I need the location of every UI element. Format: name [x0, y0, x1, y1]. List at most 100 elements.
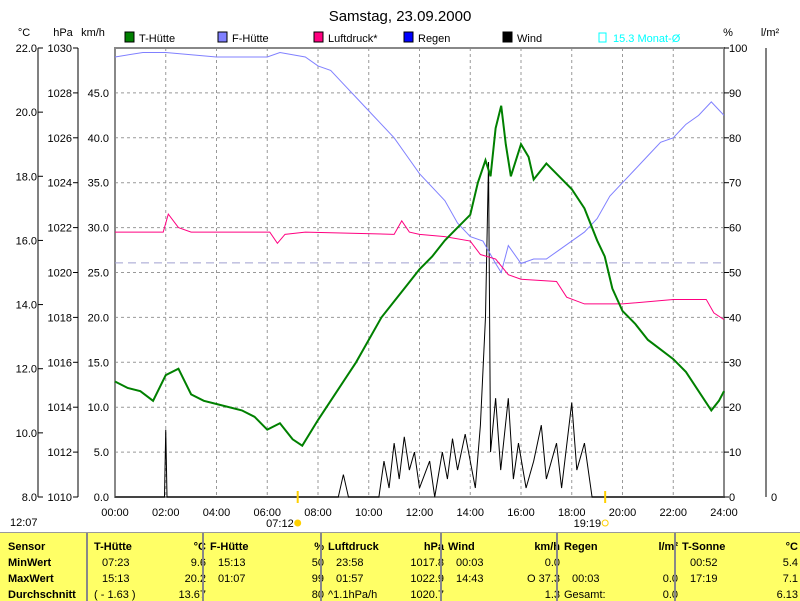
table-row: 23:58 1017.8	[328, 555, 444, 571]
cell-time: 00:52	[690, 557, 718, 569]
cell-value: O 37.3	[526, 573, 560, 585]
tick-label-pressure: 1024	[48, 178, 72, 190]
table-row: 15:13 50	[210, 555, 324, 571]
row-label: MaxWert	[8, 573, 54, 585]
tick-label-rain: 0	[771, 492, 777, 504]
row-label: Durchschnitt	[8, 589, 76, 601]
table-row: 00:03 0.0	[564, 571, 678, 587]
tick-label-pressure: 1022	[48, 223, 72, 235]
cell-value: 99	[311, 573, 324, 585]
column-header: T-Hütte °C	[94, 539, 206, 555]
legend-swatch	[403, 31, 414, 43]
tick-label-humidity: 20	[729, 402, 741, 414]
x-tick-label: 14:00	[456, 507, 484, 519]
x-tick-label: 22:00	[659, 507, 687, 519]
table-row: 17:19 7.1	[682, 571, 798, 587]
tick-label-humidity: 100	[729, 43, 747, 55]
legend-label: T-Hütte	[139, 33, 175, 45]
x-tick-label: 18:00	[558, 507, 586, 519]
tick-label-temp: 8.0	[22, 492, 37, 504]
tick-label-pressure: 1018	[48, 312, 72, 324]
cell-time: 07:23	[102, 557, 130, 569]
tick-label-temp: 12.0	[16, 364, 37, 376]
column-header: T-Sonne °C	[682, 539, 798, 555]
sunset-icon	[601, 519, 609, 527]
tick-label-wind: 20.0	[88, 312, 109, 324]
cell-value: 80	[311, 589, 324, 601]
tick-label-pressure: 1016	[48, 357, 72, 369]
column-regen: Regen l/m² 00:03 0.0 Gesamt: 0.0	[564, 533, 678, 601]
column-header: Luftdruck hPa	[328, 539, 444, 555]
tick-label-temp: 18.0	[16, 171, 37, 183]
column-unit: °C	[193, 541, 206, 553]
chart-title: Samstag, 23.09.2000	[329, 8, 472, 25]
column-separator	[674, 533, 676, 601]
series-luftdruck	[115, 213, 725, 321]
cell-time: 17:19	[690, 573, 718, 585]
cell-time: 14:43	[456, 573, 484, 585]
table-row: 1.3	[448, 587, 560, 601]
cell-time: 01:07	[218, 573, 246, 585]
legend-label: Luftdruck*	[328, 33, 378, 45]
cell-value: 1017.8	[410, 557, 444, 569]
x-tick-label: 08:00	[304, 507, 332, 519]
x-tick-label: 16:00	[507, 507, 535, 519]
legend-monthly-avg: 15.3 Monat-Ø	[613, 33, 681, 45]
footer-time: 12:07	[10, 517, 38, 529]
cell-time: 00:03	[572, 573, 600, 585]
tick-label-humidity: 70	[729, 178, 741, 190]
x-tick-label: 00:00	[101, 507, 129, 519]
cell-time: 15:13	[218, 557, 246, 569]
tick-label-humidity: 0	[729, 492, 735, 504]
cell-time: 23:58	[336, 557, 364, 569]
tick-label-pressure: 1026	[48, 133, 72, 145]
column-header: Regen l/m²	[564, 539, 678, 555]
column-title: Regen	[564, 541, 598, 553]
tick-label-temp: 20.0	[16, 107, 37, 119]
cell-value: 20.2	[184, 573, 206, 585]
column-title: T-Hütte	[94, 541, 132, 553]
cell-value: 1020.7	[410, 589, 444, 601]
column-separator	[86, 533, 88, 601]
axis-unit-rain: l/m²	[761, 27, 780, 39]
column-wind: Wind km/h 00:03 0.0 14:43 O 37.3 1.3	[448, 533, 560, 601]
tick-label-wind: 35.0	[88, 178, 109, 190]
legend-swatch	[313, 31, 324, 43]
table-row: 07:23 9.6	[94, 555, 206, 571]
x-tick-label: 10:00	[355, 507, 383, 519]
legend-label: Wind	[517, 33, 542, 45]
legend-swatch-monthly	[598, 32, 607, 43]
tick-label-temp: 16.0	[16, 235, 37, 247]
tick-label-humidity: 60	[729, 223, 741, 235]
column-title: T-Sonne	[682, 541, 726, 553]
column-unit: %	[314, 539, 324, 555]
tick-label-humidity: 80	[729, 133, 741, 145]
x-tick-label: 12:00	[406, 507, 434, 519]
column-title: Luftdruck	[328, 541, 379, 553]
tick-label-temp: 22.0	[16, 43, 37, 55]
tick-label-humidity: 10	[729, 447, 741, 459]
table-row: 00:52 5.4	[682, 555, 798, 571]
axis-unit-pressure: hPa	[53, 27, 73, 39]
axis-unit-wind: km/h	[81, 27, 105, 39]
legend-swatch	[502, 31, 513, 43]
cell-value: 5.4	[782, 557, 798, 569]
column-unit: °C	[785, 541, 798, 553]
cell-time: ^1.1hPa/h	[328, 589, 378, 601]
table-row	[564, 555, 678, 571]
tick-label-humidity: 50	[729, 268, 741, 280]
table-row: ^1.1hPa/h 1020.7	[328, 587, 444, 601]
stats-table: Sensor MinWert MaxWert Durchschnitt T-Hütte °…	[0, 532, 800, 601]
axis-unit-humidity: %	[723, 27, 733, 39]
cell-time: 15:13	[102, 573, 130, 585]
cell-value: 7.1	[782, 573, 798, 585]
column-separator	[320, 533, 322, 601]
table-row: 14:43 O 37.3	[448, 571, 560, 587]
column-unit: hPa	[423, 541, 444, 553]
tick-label-temp: 10.0	[16, 428, 37, 440]
column-t-sonne: T-Sonne °C 00:52 5.4 17:19 7.1 6.13	[682, 533, 798, 601]
series-fhtte	[114, 51, 725, 274]
x-tick-label: 04:00	[203, 507, 231, 519]
column-t-hütte: T-Hütte °C 07:23 9.6 15:13 20.2 ( - 1.63 ) 13.6…	[94, 533, 206, 601]
